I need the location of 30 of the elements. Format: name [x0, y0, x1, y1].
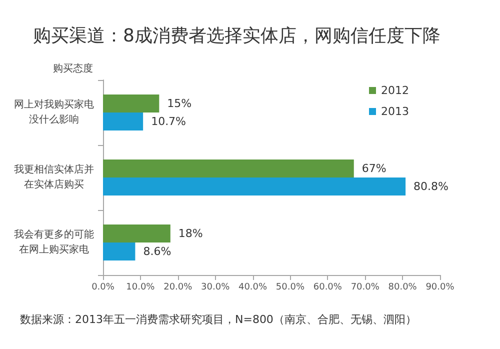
bar	[103, 242, 136, 260]
x-tick-label: 20.0%	[164, 282, 193, 292]
x-tick-label: 10.0%	[126, 282, 156, 292]
legend-label: 2013	[381, 105, 409, 118]
x-tick-label: 80.0%	[388, 282, 418, 292]
x-tick-label: 30.0%	[201, 282, 230, 292]
data-label: 67%	[362, 162, 386, 175]
source-note: 数据来源：2013年五一消费需求研究项目，N=800（南京、合肥、无锡、泗阳）	[20, 313, 416, 326]
bar	[103, 224, 170, 242]
bar	[103, 160, 354, 178]
bar	[103, 112, 144, 130]
data-label: 15%	[167, 97, 192, 110]
legend-label: 2012	[381, 84, 409, 97]
x-tick-label: 90.0%	[426, 282, 455, 292]
y-tick-label: 我会有更多的可能在网上购买家电	[14, 228, 94, 256]
y-axis-title: 购买态度	[53, 62, 93, 74]
x-tick-label: 50.0%	[276, 282, 305, 292]
y-tick-label: 网上对我购买家电没什么影响	[14, 98, 94, 126]
bar	[103, 178, 406, 196]
data-label: 18%	[178, 227, 203, 240]
data-label: 10.7%	[151, 115, 186, 128]
bar	[103, 94, 160, 112]
y-tick-label: 我更相信实体店并在实体店购买	[14, 164, 94, 190]
x-tick-label: 0.0%	[92, 282, 115, 292]
x-tick-label: 70.0%	[350, 282, 380, 292]
x-tick-label: 60.0%	[313, 282, 342, 292]
chart-title: 购买渠道：8成消费者选择实体店，网购信任度下降	[33, 26, 440, 46]
x-tick-label: 40.0%	[238, 282, 268, 292]
data-label: 80.8%	[414, 180, 449, 193]
data-label: 8.6%	[143, 245, 172, 258]
